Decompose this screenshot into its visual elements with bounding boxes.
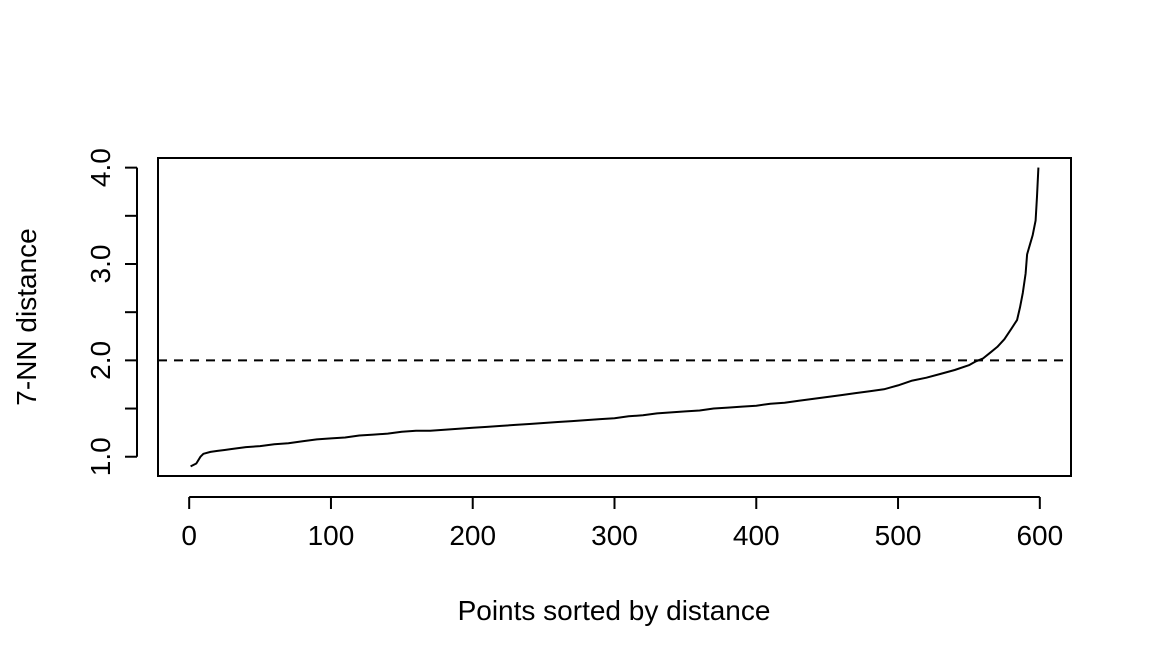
x-tick-label: 100 <box>308 520 355 551</box>
x-tick-label: 200 <box>449 520 496 551</box>
x-axis-title: Points sorted by distance <box>458 595 771 626</box>
x-tick-label: 0 <box>181 520 197 551</box>
y-tick-label: 3.0 <box>85 245 116 284</box>
y-tick-label: 1.0 <box>85 437 116 476</box>
plot-frame <box>157 157 1072 477</box>
x-tick-label: 500 <box>875 520 922 551</box>
x-tick-label: 300 <box>591 520 638 551</box>
y-tick-label: 2.0 <box>85 341 116 380</box>
series-line <box>190 167 1040 468</box>
y-tick-label: 4.0 <box>85 148 116 187</box>
y-axis: 1.0 2.0 3.0 4.0 <box>85 148 138 476</box>
y-axis-title: 7-NN distance <box>11 228 42 405</box>
x-tick-label: 400 <box>733 520 780 551</box>
x-tick-label: 600 <box>1016 520 1063 551</box>
x-axis: 0 100 200 300 400 500 600 <box>181 496 1063 551</box>
